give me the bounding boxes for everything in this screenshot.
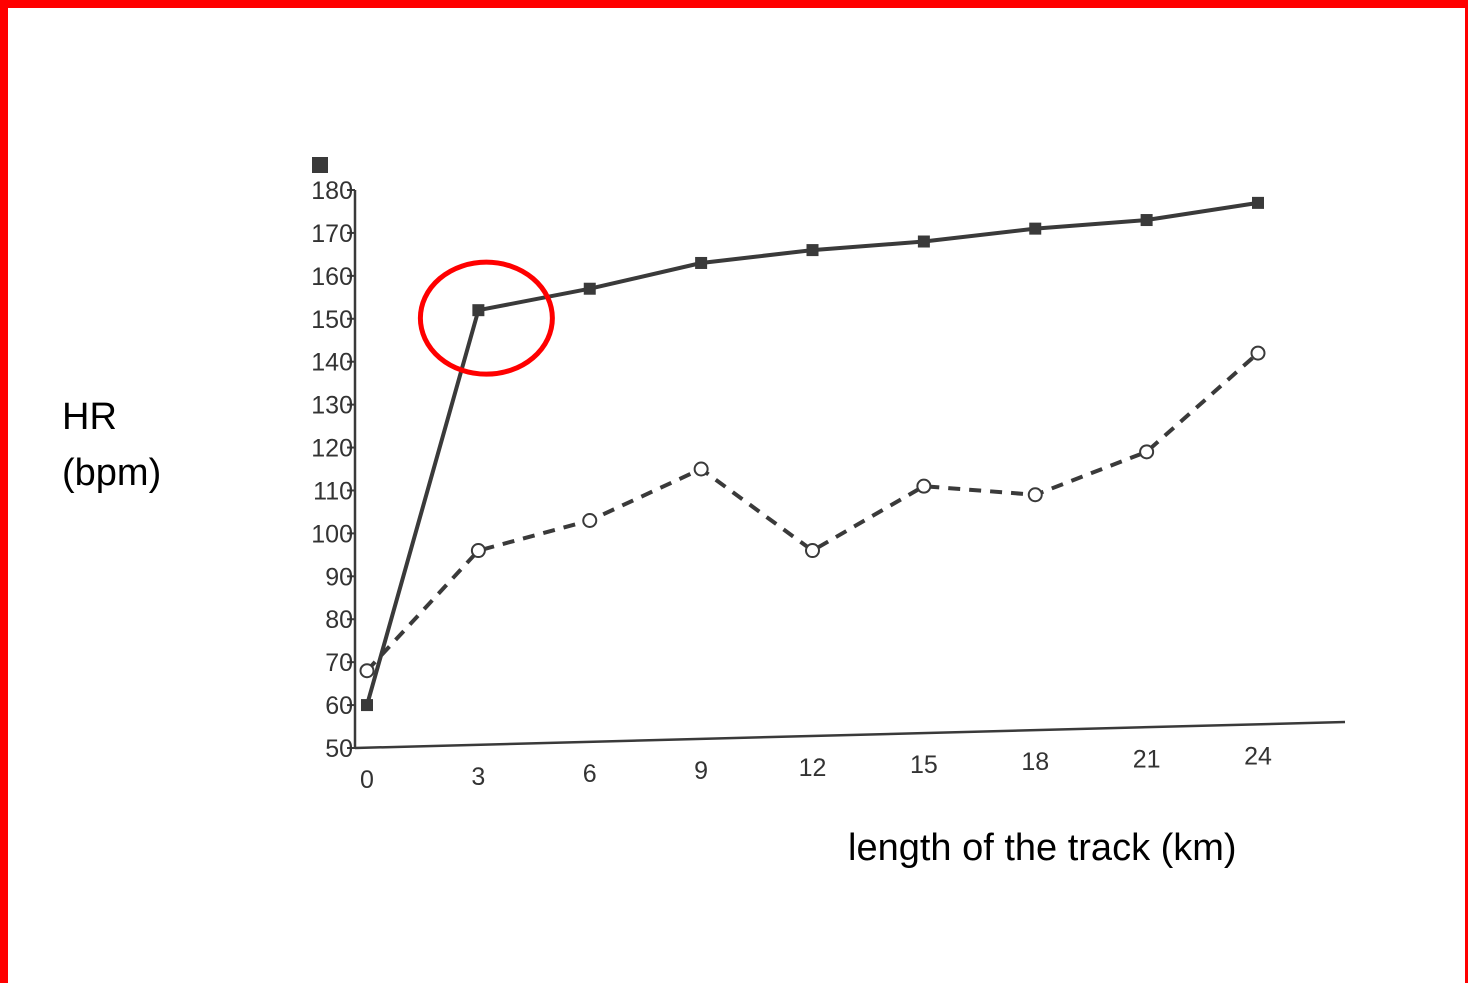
series-1-point: [361, 699, 373, 712]
x-tick-label: 12: [799, 754, 827, 782]
y-axis-label-line-1: HR: [62, 396, 117, 438]
x-axis-line: [354, 720, 1346, 750]
x-tick-label: 15: [910, 751, 938, 779]
series-2-line: [365, 351, 1260, 673]
series-1-point: [1140, 214, 1153, 227]
annotations: [417, 259, 555, 377]
series-1-point: [1029, 222, 1042, 235]
series-1-point: [806, 244, 819, 257]
series-2-point: [582, 513, 598, 529]
y-tick-label: 150: [311, 306, 353, 334]
series-1-point: [1252, 196, 1264, 209]
y-tick-label: 160: [311, 263, 353, 291]
y-tick-label: 120: [311, 435, 353, 463]
x-tick-label: 6: [583, 760, 597, 788]
series-2-point: [693, 461, 709, 477]
series-2-point: [1250, 345, 1266, 361]
y-tick-label: 90: [325, 563, 353, 591]
x-axis-label: length of the track (km): [848, 827, 1237, 869]
series-1-point: [472, 304, 485, 317]
y-tick-label: 70: [325, 649, 353, 677]
y-ticks: 50 60 70 80 90 100 110 120 130 140 150 160 170 180: [311, 177, 355, 763]
y-tick-label: 80: [325, 606, 353, 634]
y-tick-label: 180: [311, 177, 353, 205]
series-group: [359, 196, 1266, 712]
y-tick-label: 170: [311, 220, 353, 248]
series-2-point: [805, 543, 820, 559]
series-2-point: [1027, 487, 1043, 503]
series-2-point: [359, 663, 375, 679]
y-tick-label: 140: [311, 349, 353, 377]
axes: [312, 157, 1346, 750]
series-2-point: [470, 543, 486, 559]
series-2-point: [1139, 444, 1155, 460]
x-ticks: 0 3 6 9 12 15 18 21 24: [360, 742, 1272, 794]
y-tick-label: 130: [311, 392, 353, 420]
y-tick-label: 60: [325, 692, 353, 720]
x-tick-label: 9: [694, 757, 708, 785]
highlight-circle: [417, 259, 555, 377]
y-tick-label: 110: [313, 477, 353, 505]
y-tick-label: 50: [325, 735, 353, 763]
legend-marker-square: [312, 157, 328, 173]
series-1-point: [917, 235, 930, 248]
x-tick-label: 3: [471, 763, 485, 791]
x-tick-label: 24: [1244, 742, 1272, 770]
x-tick-label: 0: [360, 766, 374, 794]
series-1-point: [695, 256, 708, 269]
series-1-line: [365, 200, 1259, 706]
series-2-point: [916, 478, 932, 494]
x-tick-label: 18: [1021, 748, 1049, 776]
series-1-point: [583, 282, 596, 295]
y-tick-label: 100: [311, 520, 353, 548]
x-tick-label: 21: [1133, 745, 1161, 773]
y-axis-label-line-2: (bpm): [62, 452, 162, 494]
